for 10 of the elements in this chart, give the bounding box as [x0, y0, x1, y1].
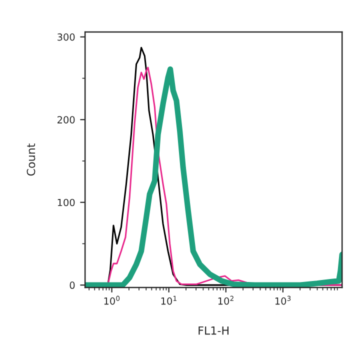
- x-axis-title: FL1-H: [198, 326, 228, 335]
- y-tick-label: 300: [58, 33, 75, 41]
- x-tick-label: 10$^{3}$: [275, 296, 291, 305]
- x-tick-label: 10$^{1}$: [161, 296, 176, 305]
- x-tick-label: 10$^{0}$: [104, 296, 120, 305]
- x-tick-label: 10$^{2}$: [218, 296, 234, 305]
- y-tick-label: 200: [58, 116, 75, 124]
- y-tick-label: 100: [58, 198, 75, 206]
- y-tick-label: 0: [70, 282, 75, 289]
- y-axis-title: Count: [26, 144, 36, 176]
